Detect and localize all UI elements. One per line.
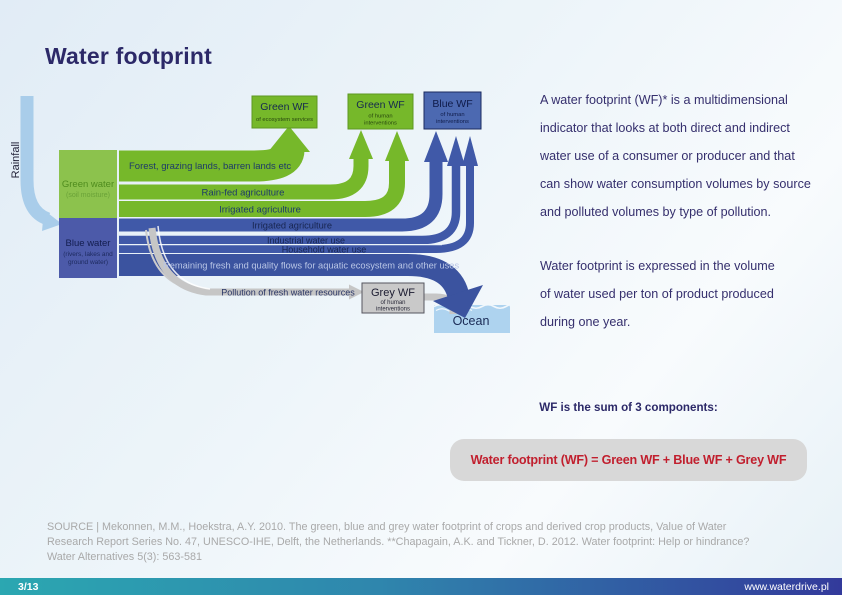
pollution-arrowhead xyxy=(349,284,364,300)
pollution-band xyxy=(148,227,350,296)
grey-wf-title: Grey WF xyxy=(371,287,415,299)
flow-irrigated-green-label: Irrigated agriculture xyxy=(219,205,301,216)
flow-household-band xyxy=(119,165,474,253)
description-text: A water footprint (WF)* is a multidimens… xyxy=(540,86,840,362)
rainfall-arrowhead xyxy=(42,210,62,231)
rainfall-label: Rainfall xyxy=(10,142,22,179)
green-wf-eco-title: Green WF xyxy=(260,101,308,113)
source-citation: SOURCE | Mekonnen, M.M., Hoekstra, A.Y. … xyxy=(47,521,750,563)
blue-wf-subtitle-line1: of human xyxy=(440,112,464,118)
blue-wf-box xyxy=(423,91,482,130)
formula-text: Water footprint (WF) = Green WF + Blue W… xyxy=(470,453,787,467)
blue-water-box xyxy=(59,218,117,278)
flow-irrigated-blue-label: Irrigated agriculture xyxy=(252,221,332,231)
ocean-label: Ocean xyxy=(453,314,490,328)
flow-remaining-arrowhead xyxy=(433,285,483,318)
flow-forest-band xyxy=(119,146,305,182)
flow-irrigated-green-band xyxy=(119,160,405,217)
blue-wf-subtitle-line2: interventions xyxy=(436,119,469,125)
green-wf-human-subtitle-line2: interventions xyxy=(364,121,397,127)
rainfall-arrow xyxy=(20,96,51,226)
flow-irrigated-green-arrowhead xyxy=(385,131,409,161)
flow-industrial-arrowhead xyxy=(447,136,465,166)
website-link[interactable]: www.waterdrive.pl xyxy=(744,580,829,593)
grey-wf-box xyxy=(361,282,425,314)
green-wf-eco-box xyxy=(251,95,318,129)
flow-household-arrowhead xyxy=(462,136,478,166)
blue-water-subtitle-line1: (rivers, lakes and xyxy=(63,251,113,258)
flow-remaining-label: Remaining fresh and quality flows for aq… xyxy=(163,261,459,271)
blue-water-subtitle-line2: ground water) xyxy=(68,259,108,266)
flow-industrial-band xyxy=(119,165,461,245)
flow-irrigated-blue-arrowhead xyxy=(424,131,448,162)
flow-forest-label: Forest, grazing lands, barren lands etc xyxy=(129,161,291,172)
green-water-title: Green water xyxy=(62,179,114,190)
grey-wf-subtitle-line2: interventions xyxy=(376,307,410,313)
flow-forest-arrowhead xyxy=(268,126,310,152)
page-title: Water footprint xyxy=(45,43,212,69)
footer-bar: 3/13 www.waterdrive.pl xyxy=(0,578,842,595)
flow-rainfed-label: Rain-fed agriculture xyxy=(202,188,285,199)
flow-rainfed-arrowhead xyxy=(349,130,373,159)
green-wf-human-box xyxy=(347,93,414,130)
green-wf-human-title: Green WF xyxy=(356,99,404,111)
page-number: 3/13 xyxy=(18,580,39,593)
flow-irrigated-blue-band xyxy=(119,161,443,232)
green-water-box xyxy=(59,150,117,218)
flow-household-label: Household water use xyxy=(282,245,367,255)
grey-wf-subtitle-line1: of human xyxy=(380,300,405,306)
flow-rainfed-band xyxy=(119,158,369,200)
flow-industrial-label: Industrial water use xyxy=(267,235,345,245)
components-heading: WF is the sum of 3 components: xyxy=(539,401,718,414)
green-wf-eco-subtitle: of ecosystem services xyxy=(256,117,313,123)
paragraph-volume: Water footprint is expressed in the volu… xyxy=(540,259,775,329)
blue-water-title: Blue water xyxy=(66,238,111,249)
pollution-label: Pollution of fresh water resources xyxy=(221,288,355,298)
paragraph-definition: A water footprint (WF)* is a multidimens… xyxy=(540,93,811,219)
pollution-arc-highlight xyxy=(157,225,211,290)
flow-remaining-band xyxy=(119,254,469,298)
formula-box: Water footprint (WF) = Green WF + Blue W… xyxy=(450,439,807,481)
green-wf-human-subtitle-line1: of human xyxy=(368,114,392,120)
green-water-subtitle: (soil moisture) xyxy=(66,192,110,199)
blue-wf-title: Blue WF xyxy=(432,98,472,110)
